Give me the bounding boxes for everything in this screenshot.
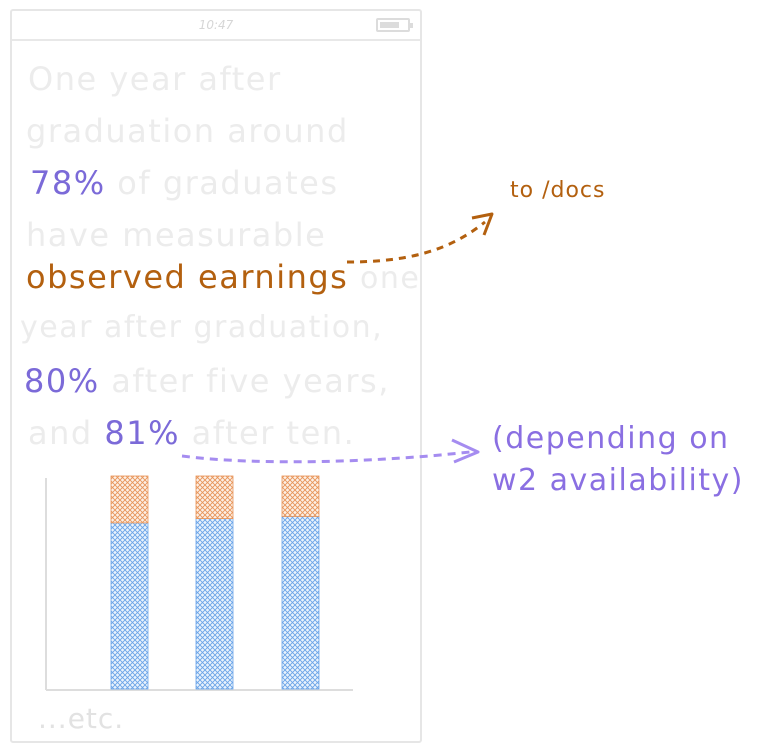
- text-line-8-start: and: [28, 414, 93, 452]
- battery-icon: [376, 18, 413, 32]
- bar-1-series-1: [110, 522, 149, 690]
- w2-arrowhead: [451, 438, 480, 464]
- w2-note-line-1: (depending on: [492, 421, 730, 456]
- percent-80: 80%: [24, 362, 100, 400]
- text-line-8: and 81% after ten.: [28, 414, 355, 452]
- status-bar: 10:47: [12, 11, 420, 41]
- text-line-6: year after graduation,: [20, 310, 384, 345]
- text-line-8-rest: after ten.: [191, 414, 356, 452]
- text-line-5: observed earnings one: [26, 258, 420, 296]
- text-line-5-rest: one: [360, 261, 421, 296]
- bar-2-series-1: [195, 518, 234, 690]
- status-time: 10:47: [198, 18, 234, 32]
- text-line-4: have measurable: [26, 216, 327, 254]
- text-line-3-rest: of graduates: [117, 164, 339, 202]
- docs-arrowhead: [471, 212, 494, 236]
- text-line-2: graduation around: [26, 112, 349, 150]
- chart-bars: [110, 475, 320, 690]
- w2-note: (depending on w2 availability): [492, 418, 744, 502]
- observed-earnings-link[interactable]: observed earnings: [26, 258, 349, 296]
- bar-3-series-1: [281, 516, 320, 690]
- percent-81-link[interactable]: 81%: [104, 414, 180, 452]
- text-line-7: 80% after five years,: [24, 362, 390, 400]
- docs-arrow: [346, 220, 486, 264]
- text-line-3: 78% of graduates: [30, 164, 339, 202]
- bar-1-series-2: [110, 475, 149, 524]
- percent-78: 78%: [30, 164, 106, 202]
- text-line-7-rest: after five years,: [111, 362, 390, 400]
- bar-3-series-2: [281, 475, 320, 517]
- bar-2-series-2: [195, 475, 234, 519]
- etc-text: ...etc.: [38, 702, 125, 735]
- phone-frame: 10:47: [10, 9, 422, 743]
- w2-arrow: [181, 450, 471, 464]
- text-line-1: One year after: [28, 60, 282, 98]
- docs-note: to /docs: [510, 178, 606, 203]
- w2-note-line-2: w2 availability): [492, 463, 745, 498]
